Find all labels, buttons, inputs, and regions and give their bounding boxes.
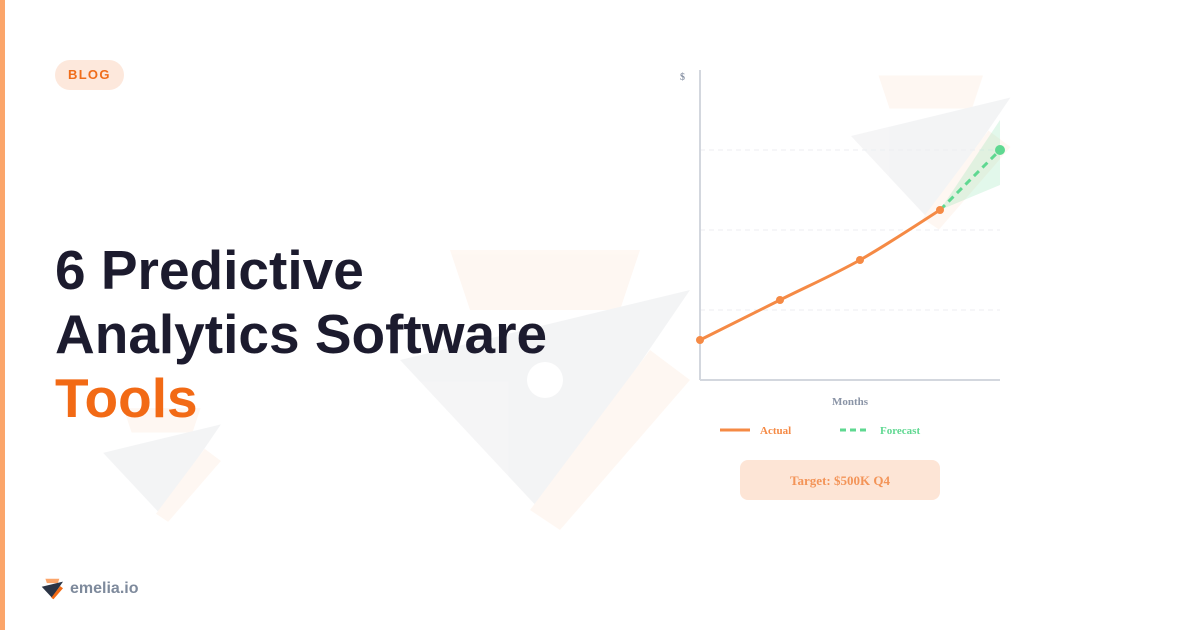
legend-actual-label: Actual [760,425,791,437]
brand-footer: emelia.io [40,578,138,600]
legend-forecast-label: Forecast [880,425,920,437]
actual-line [699,208,941,342]
title-line-1: 6 Predictive [55,239,364,301]
forecast-confidence-band [940,120,1000,210]
forecast-point [995,145,1005,155]
background-logo-watermark-icon [400,250,690,530]
forecast-chart: $ Months Actual Forecast [680,70,1011,437]
actual-point [776,296,784,304]
blog-badge: BLOG [55,60,124,90]
brand-name: emelia.io [70,580,139,597]
title-highlight: Tools [55,367,198,429]
emelia-logo-icon [41,578,63,600]
accent-bar [0,0,5,630]
y-axis-label: $ [680,72,685,83]
actual-point [856,256,864,264]
target-badge: Target: $500K Q4 [740,460,940,500]
x-axis-label: Months [832,396,869,408]
title-line-2: Analytics Software [55,303,548,365]
page-title: 6 Predictive Analytics Software Tools [55,238,547,430]
actual-point [696,336,704,344]
background-logo-watermark-icon [103,408,221,522]
actual-point [936,206,944,214]
forecast-line [938,148,1002,212]
